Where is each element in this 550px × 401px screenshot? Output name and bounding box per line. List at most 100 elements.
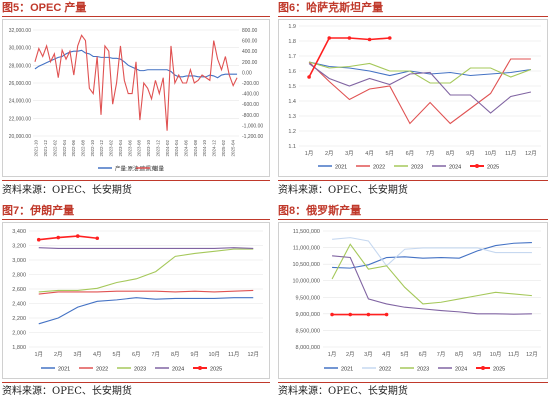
y-right-tick-label: 200.00 <box>242 60 258 66</box>
x-tick-label: 2024-08 <box>193 140 198 157</box>
y-right-tick-label: -200.00 <box>242 81 259 87</box>
x-tick-label: 4月 <box>382 351 391 358</box>
legend-marker <box>481 366 485 370</box>
x-tick-label: 1月 <box>328 351 337 358</box>
y-tick-label: 8,000,000 <box>296 345 320 351</box>
y-tick-label: 3,200 <box>12 244 26 250</box>
series-line-2024 <box>332 255 532 315</box>
title-divider <box>278 16 548 17</box>
y-tick-label: 2,600 <box>12 287 26 293</box>
y-left-tick-label: 28,000.00 <box>9 63 31 69</box>
x-tick-label: 2025-04 <box>230 140 235 157</box>
y-right-tick-label: -600.00 <box>242 102 259 108</box>
legend-marker <box>475 164 479 168</box>
y-tick-label: 3,400 <box>12 229 26 235</box>
series-line-2024 <box>308 63 532 114</box>
x-tick-label: 2024-04 <box>174 140 179 157</box>
y-tick-label: 11,000,000 <box>293 246 320 252</box>
x-tick-label: 5月 <box>112 351 121 358</box>
y-right-tick-label: 400.00 <box>242 49 258 55</box>
x-tick-label: 5月 <box>385 150 394 157</box>
opec-chart-svg: 32,000.00 30,000.00 28,000.00 26,000.00 24,0… <box>9 28 264 173</box>
x-tick-label: 12月 <box>526 351 538 358</box>
series-line-2023 <box>331 243 532 305</box>
data-point-2025 <box>95 236 100 241</box>
legend-label: 2024 <box>172 367 184 373</box>
title-divider <box>2 219 270 220</box>
y-tick-label: 10,000,000 <box>292 279 320 285</box>
x-tick-label: 11月 <box>508 351 519 358</box>
source-divider <box>2 382 270 383</box>
x-tick-label: 1月 <box>305 150 314 157</box>
y-tick-label: 2,000 <box>12 331 26 337</box>
y-right-tick-label: 800.00 <box>242 28 258 34</box>
x-tick-label: 8月 <box>455 351 464 358</box>
y-tick-label: 11,500,000 <box>293 229 320 235</box>
x-tick-label: 12月 <box>525 150 537 157</box>
x-tick-label: 6月 <box>132 351 141 358</box>
y-right-tick-label: -400.00 <box>242 92 259 98</box>
x-tick-label: 10月 <box>208 351 220 358</box>
y-right-tick-label: -1,000.00 <box>242 123 263 129</box>
x-tick-label: 10月 <box>490 351 502 358</box>
series-line-2021 <box>308 61 531 77</box>
x-tick-label: 8月 <box>446 150 455 157</box>
series-line-2025 <box>38 235 98 241</box>
y-tick-label: 1.5 <box>288 84 296 90</box>
y-tick-label: 1.1 <box>288 144 296 150</box>
x-tick-label: 2022-04 <box>62 140 67 157</box>
x-tick-label: 11月 <box>505 150 516 157</box>
x-tick-label: 9月 <box>466 150 475 157</box>
x-tick-label: 4月 <box>93 351 102 358</box>
legend-label: 2024 <box>455 367 467 373</box>
data-point-2025 <box>56 235 61 240</box>
y-left-tick-label: 26,000.00 <box>9 81 31 87</box>
series-line-2021 <box>38 297 254 325</box>
x-tick-label: 2022-06 <box>71 140 76 157</box>
chart-title: 图7：伊朗产量 <box>2 205 75 217</box>
legend-label: 2023 <box>411 165 423 171</box>
y-tick-label: 1.2 <box>288 129 296 135</box>
x-tick-label: 7月 <box>426 150 435 157</box>
x-tick-label: 2022-08 <box>81 140 86 157</box>
y-tick-label: 1.8 <box>288 39 296 45</box>
chart-area: 1.9 1.8 1.7 1.6 1.5 1.4 1.3 1.2 1.1 1月 2月 3月 4月 5月 6月 7… <box>278 19 548 177</box>
legend-label: 2025 <box>493 367 505 373</box>
source-divider <box>278 180 548 181</box>
x-tick-label: 2024-02 <box>165 140 170 157</box>
y-tick-label: 9,000,000 <box>296 312 320 318</box>
x-tick-label: 2023-04 <box>118 140 123 157</box>
panel-iran-output: 图7：伊朗产量 3,400 3,200 3,000 2,800 2,600 2,400 2,… <box>2 203 270 401</box>
x-tick-label: 2月 <box>54 351 63 358</box>
y-left-tick-label: 20,000.00 <box>9 134 31 140</box>
y-right-tick-label: -1,200.00 <box>242 134 263 140</box>
legend-label: 2021 <box>58 367 70 373</box>
legend-label: 2021 <box>335 165 347 171</box>
x-tick-label: 12月 <box>247 351 259 358</box>
x-tick-label: 6月 <box>406 150 415 157</box>
x-tick-label: 6月 <box>419 351 428 358</box>
series-line-2022 <box>332 237 532 267</box>
legend-label: 2023 <box>134 367 146 373</box>
x-tick-label: 11月 <box>228 351 239 358</box>
x-tick-label: 2025-02 <box>221 140 226 157</box>
series-line-increment <box>34 34 238 131</box>
x-tick-label: 7月 <box>437 351 446 358</box>
x-tick-label: 2023-08 <box>137 140 142 157</box>
panel-opec-output: 图5：OPEC 产量 32,000.00 30,000.00 28,000.00 26… <box>2 0 270 200</box>
x-tick-label: 5月 <box>400 351 409 358</box>
data-point-2025 <box>367 37 372 42</box>
x-tick-label: 4月 <box>365 150 374 157</box>
x-tick-label: 2023-02 <box>109 140 114 157</box>
x-tick-label: 2024-06 <box>184 140 189 157</box>
x-tick-label: 7月 <box>151 351 160 358</box>
chart-source: 资料来源：OPEC、长安期货 <box>2 386 132 397</box>
x-tick-label: 3月 <box>345 150 354 157</box>
y-left-tick-label: 30,000.00 <box>9 46 31 52</box>
chart-title: 图6：哈萨克斯坦产量 <box>278 2 384 14</box>
x-tick-label: 3月 <box>73 351 82 358</box>
data-point-2025 <box>347 36 352 40</box>
x-tick-label: 2月 <box>325 150 334 157</box>
y-left-tick-label: 24,000.00 <box>9 99 31 105</box>
legend-label: 2024 <box>449 165 461 171</box>
